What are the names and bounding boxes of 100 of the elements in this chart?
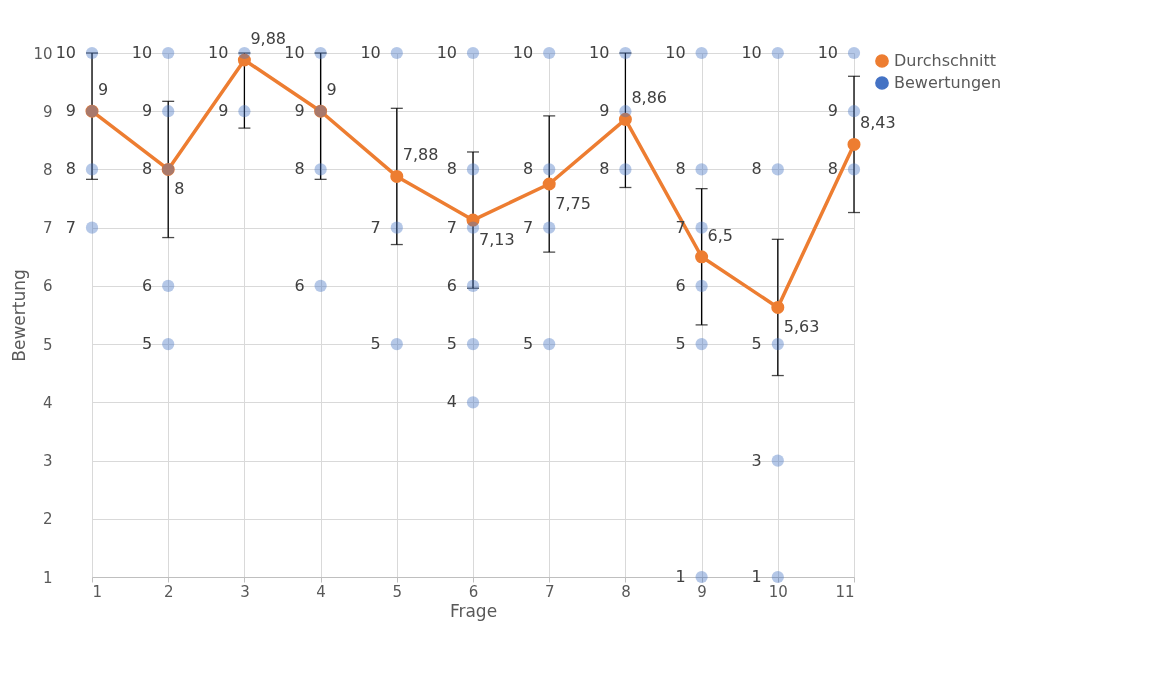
data-label: 8: [142, 159, 153, 179]
point: [390, 221, 403, 234]
point: [771, 300, 785, 314]
point: [466, 221, 480, 234]
data-label: 10: [589, 43, 610, 62]
point: [390, 46, 403, 60]
data-label: 8: [751, 159, 762, 179]
data-label: 8: [446, 159, 457, 179]
point: [847, 163, 861, 176]
point: [238, 105, 251, 118]
data-label: 8: [827, 159, 838, 179]
point: [314, 46, 327, 60]
data-label: 6: [446, 275, 457, 295]
data-label: 7,13: [479, 230, 515, 250]
point: [466, 46, 480, 60]
y-tick-label: 1: [42, 568, 53, 587]
point: [162, 338, 175, 351]
point: [771, 338, 784, 351]
point: [619, 46, 632, 60]
data-label: 10: [284, 43, 305, 62]
point: [847, 105, 861, 118]
point: [695, 163, 708, 176]
point: [771, 454, 784, 467]
x-tick-label: 4: [316, 582, 326, 601]
data-label: 9: [142, 101, 153, 121]
point: [466, 213, 480, 227]
point: [466, 396, 480, 409]
point: [695, 338, 708, 351]
point: [771, 46, 784, 60]
point: [238, 46, 251, 60]
x-tick-label: 3: [240, 582, 250, 601]
point: [771, 570, 784, 584]
y-tick-label: 6: [42, 277, 53, 296]
data-label: 9: [65, 101, 76, 121]
data-label: 1: [751, 567, 762, 586]
data-label: 9: [599, 101, 610, 121]
x-tick-label: 10: [768, 582, 788, 601]
x-tick-label: 9: [697, 582, 707, 601]
y-tick-label: 10: [33, 44, 53, 63]
data-label: 8,86: [631, 88, 668, 108]
data-label: 10: [436, 43, 457, 62]
data-label: 10: [741, 43, 762, 62]
point: [543, 46, 556, 60]
y-tick-label: 8: [42, 160, 53, 179]
point: [847, 137, 861, 151]
legend-label: Bewertungen: [894, 73, 1002, 92]
data-label: 6: [142, 275, 153, 295]
data-label: 10: [131, 43, 153, 62]
x-tick-label: 1: [92, 582, 103, 601]
point: [771, 163, 784, 176]
data-label: 1: [675, 567, 686, 586]
data-label: 7: [675, 217, 686, 237]
point: [619, 163, 632, 176]
point: [466, 338, 480, 351]
x-tick-label: 2: [163, 582, 174, 601]
y-axis-title: Bewertung: [9, 269, 30, 362]
point: [466, 163, 480, 176]
point: [85, 221, 99, 234]
point: [390, 169, 404, 183]
data-label: 8: [294, 159, 305, 179]
data-label: 9: [326, 80, 337, 100]
point: [542, 177, 556, 191]
data-label: 8: [599, 159, 610, 179]
data-label: 6: [675, 275, 686, 295]
point: [619, 105, 632, 118]
point: [543, 221, 556, 234]
data-label: 3: [751, 450, 762, 470]
point: [618, 112, 632, 126]
x-axis-title: Frage: [449, 600, 498, 621]
point: [85, 163, 99, 176]
data-label: 7: [65, 217, 76, 237]
data-label: 10: [512, 43, 534, 62]
data-label: 8: [675, 159, 686, 179]
data-label: 9,88: [250, 28, 287, 48]
data-label: 10: [665, 43, 686, 62]
data-label: 5: [675, 334, 686, 354]
point: [162, 279, 175, 292]
y-tick-label: 2: [42, 510, 53, 529]
point: [237, 53, 251, 67]
data-label: 6: [294, 275, 305, 295]
data-label: 6,5: [707, 225, 734, 245]
x-tick-label: 5: [392, 582, 403, 601]
point: [543, 338, 556, 351]
x-tick-label: 6: [468, 582, 479, 601]
point: [695, 46, 708, 60]
data-label: 5: [446, 334, 457, 354]
y-tick-label: 5: [42, 335, 53, 354]
x-tick-label: 8: [621, 582, 631, 601]
data-label: 7: [370, 217, 381, 237]
point: [695, 279, 708, 292]
point: [314, 163, 327, 176]
data-label: 4: [446, 392, 457, 412]
point: [543, 163, 556, 176]
data-label: 7: [523, 217, 534, 237]
point: [695, 250, 709, 264]
point: [695, 221, 708, 234]
data-label: 9: [827, 101, 838, 121]
point: [695, 570, 708, 584]
point: [390, 338, 403, 351]
y-tick-label: 9: [42, 102, 53, 121]
